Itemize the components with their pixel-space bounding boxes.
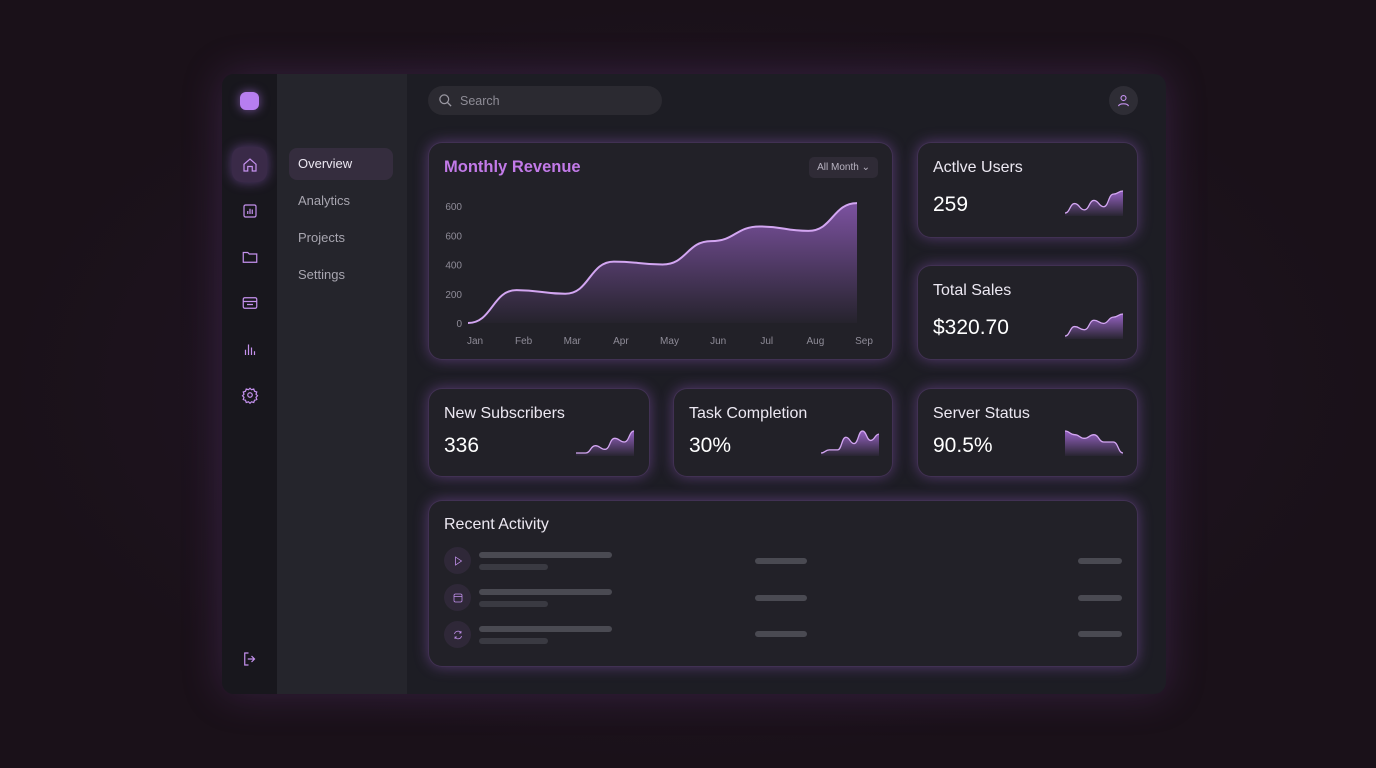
sparkline-line — [1065, 313, 1123, 337]
logout-icon[interactable] — [232, 641, 267, 676]
x-tick-label: Jan — [467, 336, 483, 347]
sparkline-area — [821, 431, 879, 456]
x-tick-label: Feb — [515, 336, 533, 347]
activity-row-1-col2-placeholder — [755, 558, 807, 564]
sparkline-area — [1065, 314, 1123, 339]
recent-activity-card: Recent Activity — [428, 500, 1138, 667]
card-value: $320.70 — [933, 316, 1009, 339]
sidebar-item-settings[interactable]: Settings — [298, 267, 345, 282]
x-tick-label: Jul — [760, 336, 773, 347]
stat-card-active-users: Actlve Users 259 — [917, 142, 1138, 238]
x-tick-label: May — [660, 336, 679, 347]
x-tick-label: Jun — [710, 336, 726, 347]
card-title: Monthly Revenue — [444, 158, 581, 176]
bar-chart-icon[interactable] — [232, 331, 267, 366]
card-title: Recent Activity — [444, 516, 549, 533]
logo — [240, 92, 259, 110]
activity-row-3-subtitle-placeholder — [479, 638, 548, 644]
sidebar-item-overview[interactable]: Overview — [289, 148, 393, 180]
sparkline-line — [576, 430, 634, 454]
user-avatar-button[interactable] — [1109, 86, 1138, 115]
sparkline — [1065, 313, 1123, 339]
y-tick-label: 0 — [456, 319, 462, 330]
card-title: Server Status — [933, 405, 1030, 422]
play-icon[interactable] — [444, 547, 471, 574]
stat-card-total-sales: Total Sales $320.70 — [917, 265, 1138, 360]
activity-row-3-col3-placeholder — [1078, 631, 1122, 637]
analytics-icon[interactable] — [232, 193, 267, 228]
activity-row-2-subtitle-placeholder — [479, 601, 548, 607]
card-title: Actlve Users — [933, 159, 1023, 176]
card-title: Task Completion — [689, 405, 808, 422]
user-icon — [1117, 94, 1130, 107]
x-tick-label: Aug — [806, 336, 824, 347]
card-value: 90.5% — [933, 434, 993, 457]
activity-row-1-col3-placeholder — [1078, 558, 1122, 564]
sidebar-nav: Overview Analytics Projects Settings — [277, 74, 407, 694]
stat-card-task-completion: Task Completion 30% — [673, 388, 893, 477]
sparkline — [576, 430, 634, 456]
sparkline — [1065, 430, 1123, 456]
activity-row-2-col3-placeholder — [1078, 595, 1122, 601]
y-tick-label: 200 — [445, 290, 462, 301]
stat-card-new-subscribers: New Subscribers 336 — [428, 388, 650, 477]
sparkline — [821, 430, 879, 456]
revenue-chart: 0 200 400 600 600 Jan Feb Mar Apr May Jun Jul Aug Sep — [445, 202, 873, 347]
search-placeholder: Search — [460, 93, 500, 108]
sparkline-line — [1065, 430, 1123, 454]
activity-row-2-col2-placeholder — [755, 595, 807, 601]
card-value: 30% — [689, 434, 732, 457]
activity-row-3-title-placeholder — [479, 626, 612, 632]
icon-rail — [222, 74, 277, 694]
sparkline-area — [576, 431, 634, 456]
card-title: New Subscribers — [444, 405, 565, 422]
card-title: Total Sales — [933, 282, 1012, 299]
refresh-icon[interactable] — [444, 621, 471, 648]
y-tick-label: 400 — [445, 261, 462, 272]
activity-row-1-subtitle-placeholder — [479, 564, 548, 570]
activity-row-2-title-placeholder — [479, 589, 612, 595]
sparkline-line — [1065, 190, 1123, 214]
sparkline-area — [1065, 191, 1123, 216]
home-icon[interactable] — [232, 147, 267, 182]
x-tick-label: Mar — [564, 336, 582, 347]
search-input[interactable]: Search — [428, 86, 662, 115]
card-icon[interactable] — [232, 285, 267, 320]
x-tick-label: Apr — [613, 336, 629, 347]
y-tick-label: 600 — [445, 202, 462, 213]
x-tick-label: Sep — [855, 336, 873, 347]
chevron-down-icon: ⌄ — [861, 162, 870, 173]
card-value: 259 — [933, 193, 969, 216]
search-icon — [439, 94, 452, 107]
revenue-line — [467, 202, 858, 324]
card-value: 336 — [444, 434, 480, 457]
monthly-revenue-card: Monthly Revenue All Month ⌄ 0 200 400 600 60… — [428, 142, 893, 360]
sparkline-line — [821, 430, 879, 454]
gear-icon[interactable] — [232, 377, 267, 412]
month-filter-dropdown[interactable]: All Month ⌄ — [809, 157, 878, 178]
folder-icon[interactable] — [232, 239, 267, 274]
sidebar-item-projects[interactable]: Projects — [298, 230, 345, 245]
sidebar-item-analytics[interactable]: Analytics — [298, 193, 351, 208]
calendar-icon[interactable] — [444, 584, 471, 611]
y-tick-label: 600 — [445, 231, 462, 242]
revenue-area — [468, 203, 857, 323]
stat-card-server-status: Server Status 90.5% — [917, 388, 1138, 477]
activity-row-1-title-placeholder — [479, 552, 612, 558]
activity-row-3-col2-placeholder — [755, 631, 807, 637]
filter-label: All Month — [817, 162, 859, 173]
sparkline — [1065, 190, 1123, 216]
